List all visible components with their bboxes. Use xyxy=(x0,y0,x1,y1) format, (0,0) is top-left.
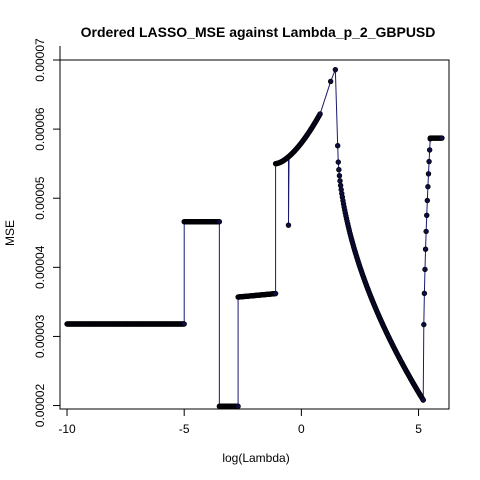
data-point xyxy=(439,135,445,141)
data-point xyxy=(332,66,339,73)
data-point xyxy=(426,147,433,153)
data-point xyxy=(334,143,341,149)
data-series xyxy=(64,66,445,409)
x-axis-label: log(Lambda) xyxy=(222,451,289,465)
y-tick-label: 0.00004 xyxy=(33,245,47,289)
data-point xyxy=(425,184,431,190)
data-point xyxy=(337,178,343,184)
chart-title: Ordered LASSO_MSE against Lambda_p_2_GBP… xyxy=(81,24,436,40)
x-tick-label: -5 xyxy=(179,422,190,436)
y-tick-label: 0.00003 xyxy=(33,314,47,358)
data-point xyxy=(423,228,429,235)
data-point xyxy=(327,78,334,85)
data-point xyxy=(421,321,427,328)
data-point xyxy=(272,290,279,297)
x-tick-label: 5 xyxy=(415,422,422,436)
data-point xyxy=(422,246,429,252)
y-axis-label: MSE xyxy=(3,220,17,246)
data-point xyxy=(235,403,241,409)
data-point xyxy=(216,219,223,225)
data-point xyxy=(420,397,426,403)
y-axis-ticks: 0.00002 0.00003 0.00004 0.00005 0.00006 0.000… xyxy=(33,38,60,427)
data-point xyxy=(421,290,428,297)
series-line xyxy=(67,69,442,407)
y-tick-label: 0.00005 xyxy=(33,176,47,220)
data-point xyxy=(181,321,187,327)
y-tick-label: 0.00006 xyxy=(33,107,47,151)
data-point xyxy=(424,197,431,204)
x-axis-ticks: -10 -5 0 5 xyxy=(58,409,422,436)
y-tick-label: 0.00007 xyxy=(33,38,47,82)
data-point xyxy=(426,158,432,165)
y-tick-label: 0.00002 xyxy=(33,384,47,428)
data-point xyxy=(422,266,428,273)
data-point xyxy=(336,173,343,179)
data-point xyxy=(424,212,430,219)
data-point xyxy=(317,111,323,117)
data-point xyxy=(285,222,292,228)
plot-area-border xyxy=(59,59,450,410)
data-point xyxy=(425,171,432,177)
data-point xyxy=(335,159,341,165)
x-tick-label: -10 xyxy=(58,422,76,436)
data-point xyxy=(336,167,342,173)
x-tick-label: 0 xyxy=(298,422,305,436)
